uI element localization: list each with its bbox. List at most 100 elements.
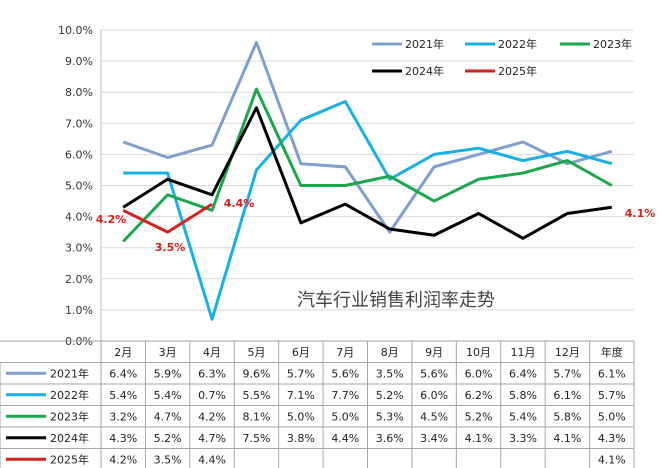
annotations: 4.2% 3.5% 4.4% 4.1%: [96, 197, 656, 254]
table-cell: 4.3%: [109, 432, 137, 445]
y-tick-label: 10.0%: [58, 24, 93, 37]
legend: 2021年 2022年 2023年 2024年 2025年: [372, 37, 632, 78]
y-tick-label: 2.0%: [65, 273, 93, 286]
table-cell: 5.6%: [331, 367, 359, 380]
table-series-name: 2022年: [50, 388, 89, 402]
y-tick-label: 6.0%: [65, 148, 93, 161]
category-label: 12月: [555, 346, 580, 359]
table-series-name: 2024年: [50, 431, 89, 445]
table-cell: 5.7%: [287, 367, 315, 380]
table-cell: 5.3%: [376, 410, 404, 423]
category-label: 6月: [292, 346, 310, 359]
table-cell: 4.1%: [465, 432, 493, 445]
y-tick-label: 5.0%: [65, 180, 93, 193]
table-cell: 5.7%: [598, 389, 626, 402]
table-cell: 6.4%: [109, 367, 137, 380]
annotation-label: 3.5%: [155, 241, 186, 254]
table-cell: 5.7%: [553, 367, 581, 380]
table-cell: 5.2%: [376, 389, 404, 402]
table-cell: 6.0%: [420, 389, 448, 402]
table-series-name: 2025年: [50, 452, 89, 466]
data-table: 2月 3月 4月 5月 6月 7月 8月 9月 10月 11月 12月 年度 2021年 6.4% 5.9%…: [0, 340, 635, 468]
legend-label: 2021年: [405, 37, 444, 51]
table-cell: 8.1%: [242, 410, 270, 423]
table-cell: 3.4%: [420, 432, 448, 445]
legend-label: 2024年: [405, 64, 444, 78]
category-label: 7月: [336, 346, 354, 359]
table-cell: 5.5%: [242, 389, 270, 402]
table-cell: 7.5%: [242, 432, 270, 445]
category-label: 5月: [247, 346, 265, 359]
category-label: 4月: [203, 346, 221, 359]
category-label: 年度: [601, 345, 623, 359]
series-line: [122, 106, 612, 240]
table-cell: 5.4%: [109, 389, 137, 402]
table-cell: 3.5%: [376, 367, 404, 380]
table-cell: 4.2%: [198, 410, 226, 423]
legend-label: 2023年: [593, 37, 632, 51]
legend-label: 2025年: [498, 64, 537, 78]
table-cell: 5.0%: [598, 410, 626, 423]
table-cell: 4.1%: [553, 432, 581, 445]
table-cell: 5.4%: [154, 389, 182, 402]
y-tick-label: 7.0%: [65, 117, 93, 130]
table-cell: 3.5%: [154, 453, 182, 466]
y-tick-label: 3.0%: [65, 242, 93, 255]
table-cell: 5.4%: [509, 410, 537, 423]
table-cell: 7.1%: [287, 389, 315, 402]
table-cell: 4.2%: [109, 453, 137, 466]
table-cell: 5.6%: [420, 367, 448, 380]
table-cell: 5.8%: [553, 410, 581, 423]
table-cell: 5.2%: [465, 410, 493, 423]
table-cell: 5.2%: [154, 432, 182, 445]
table-cell: 5.8%: [509, 389, 537, 402]
table-series-name: 2023年: [50, 409, 89, 423]
table-cell: 0.7%: [198, 389, 226, 402]
table-cell: 4.7%: [154, 410, 182, 423]
y-tick-label: 9.0%: [65, 55, 93, 68]
annotation-label: 4.2%: [96, 213, 127, 226]
category-label: 3月: [159, 346, 177, 359]
table-cell: 3.3%: [509, 432, 537, 445]
table-series-name: 2021年: [50, 366, 89, 380]
category-label: 9月: [425, 346, 443, 359]
category-label: 11月: [510, 346, 535, 359]
table-cell: 9.6%: [242, 367, 270, 380]
y-tick-label: 4.0%: [65, 211, 93, 224]
table-cell: 4.3%: [598, 432, 626, 445]
chart-title: 汽车行业销售利润率走势: [297, 290, 495, 311]
table-cell: 3.6%: [376, 432, 404, 445]
table-cell: 4.7%: [198, 432, 226, 445]
table-cell: 6.2%: [465, 389, 493, 402]
y-tick-label: 1.0%: [65, 304, 93, 317]
y-tick-label: 8.0%: [65, 86, 93, 99]
table-cell: 5.0%: [331, 410, 359, 423]
table-cell: 4.4%: [331, 432, 359, 445]
legend-label: 2022年: [498, 37, 537, 51]
table-cell: 4.5%: [420, 410, 448, 423]
table-cell: 6.4%: [509, 367, 537, 380]
annotation-label: 4.1%: [625, 207, 656, 220]
table-cell: 6.0%: [465, 367, 493, 380]
table-cell: 4.4%: [198, 453, 226, 466]
table-cell: 7.7%: [331, 389, 359, 402]
y-axis-ticks: 0.0%1.0%2.0%3.0%4.0%5.0%6.0%7.0%8.0%9.0%…: [58, 24, 93, 348]
category-label: 8月: [381, 346, 399, 359]
table-cell: 3.8%: [287, 432, 315, 445]
table-cell: 5.9%: [154, 367, 182, 380]
table-cell: 5.0%: [287, 410, 315, 423]
series-line: [122, 40, 613, 234]
table-cell: 6.3%: [198, 367, 226, 380]
category-label: 10月: [466, 346, 491, 359]
series-line: [122, 202, 213, 234]
table-cell: 4.1%: [598, 453, 626, 466]
table-cell: 3.2%: [109, 410, 137, 423]
annotation-label: 4.4%: [224, 197, 255, 210]
table-cell: 6.1%: [598, 367, 626, 380]
series-lines: [122, 40, 613, 321]
category-label: 2月: [114, 346, 132, 359]
table-cell: 6.1%: [553, 389, 581, 402]
series-line: [123, 100, 613, 321]
